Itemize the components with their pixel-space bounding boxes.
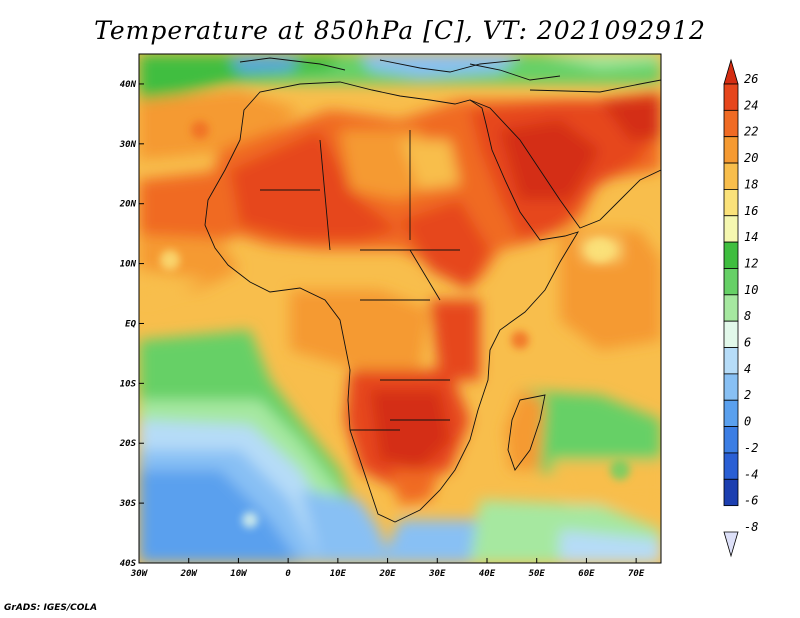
colorbar-swatch xyxy=(723,241,739,269)
colorbar-label: 26 xyxy=(744,72,758,86)
lon-tick-label: 20W xyxy=(180,569,199,579)
colorbar-label: 24 xyxy=(744,98,758,112)
lat-tick-label: 30N xyxy=(119,140,137,150)
colorbar-top-arrow xyxy=(723,58,739,85)
lon-tick-label: 30W xyxy=(130,569,149,579)
lat-tick-label: 20N xyxy=(119,200,137,210)
lon-tick-label: 40E xyxy=(479,569,496,579)
colorbar-swatch xyxy=(723,109,739,138)
colorbar-bottom-arrow xyxy=(723,531,739,558)
colorbar-label: 6 xyxy=(744,336,751,350)
lon-tick-label: 50E xyxy=(529,569,546,579)
lat-tick-label: 10S xyxy=(120,379,137,389)
lon-tick-label: 10E xyxy=(330,569,347,579)
colorbar-label: 4 xyxy=(744,362,751,376)
plot-frame xyxy=(138,53,662,564)
colorbar-label: -8 xyxy=(744,520,758,534)
map-title: Temperature at 850hPa [C], VT: 202109291… xyxy=(94,16,706,45)
colorbar-label: -4 xyxy=(744,467,758,481)
colorbar-label: 22 xyxy=(744,125,758,139)
colorbar-label: 18 xyxy=(744,177,758,191)
colorbar-swatch xyxy=(723,294,739,322)
colorbar-swatch xyxy=(723,320,739,348)
colorbar-swatch xyxy=(723,399,739,427)
colorbar-label: 10 xyxy=(744,283,758,297)
colorbar-swatch xyxy=(723,136,739,164)
lon-tick-label: 0 xyxy=(285,569,291,579)
colorbar-swatch xyxy=(723,478,739,507)
colorbar-label: 20 xyxy=(744,151,758,165)
lon-tick-label: 70E xyxy=(628,569,645,579)
lon-tick-label: 60E xyxy=(578,569,595,579)
lat-tick-label: 20S xyxy=(119,439,137,449)
colorbar-swatch xyxy=(723,347,739,375)
colorbar-label: 16 xyxy=(744,204,758,218)
colorbar-label: 12 xyxy=(744,256,758,270)
temperature-field xyxy=(139,54,661,563)
lon-tick-label: 10W xyxy=(230,569,248,579)
colorbar-swatch xyxy=(723,426,739,454)
colorbar-swatch xyxy=(723,162,739,190)
colorbar-label: 2 xyxy=(744,388,751,402)
colorbar-label: -2 xyxy=(744,441,758,455)
colorbar-swatch xyxy=(723,373,739,401)
lon-tick-label: 20E xyxy=(378,569,396,579)
latitude-ticks: 40N 30N 20N 10N EQ 10S 20S 30S 40S xyxy=(119,80,144,569)
lon-tick-label: 30E xyxy=(428,569,446,579)
colorbar-swatch xyxy=(723,215,739,243)
lat-tick-label: 10N xyxy=(120,260,137,270)
grads-credit: GrADS: IGES/COLA xyxy=(4,603,98,613)
longitude-ticks: 30W 20W 10W 0 10E 20E 30E 40E 50E 60E 70E xyxy=(130,558,645,579)
lat-tick-label: EQ xyxy=(125,319,136,329)
colorbar-swatch xyxy=(723,268,739,296)
lat-tick-label: 40N xyxy=(120,80,137,90)
coastline-overlay xyxy=(204,57,661,523)
colorbar-label: 14 xyxy=(744,230,758,244)
colorbar-swatch xyxy=(723,189,739,217)
lat-tick-label: 40S xyxy=(120,559,137,569)
colorbar-swatch xyxy=(723,83,739,111)
colorbar-label: -6 xyxy=(744,494,758,508)
colorbar-swatch xyxy=(723,452,739,480)
colorbar-label: 8 xyxy=(744,309,751,323)
lat-tick-label: 30S xyxy=(119,499,137,509)
colorbar-label: 0 xyxy=(744,415,751,429)
